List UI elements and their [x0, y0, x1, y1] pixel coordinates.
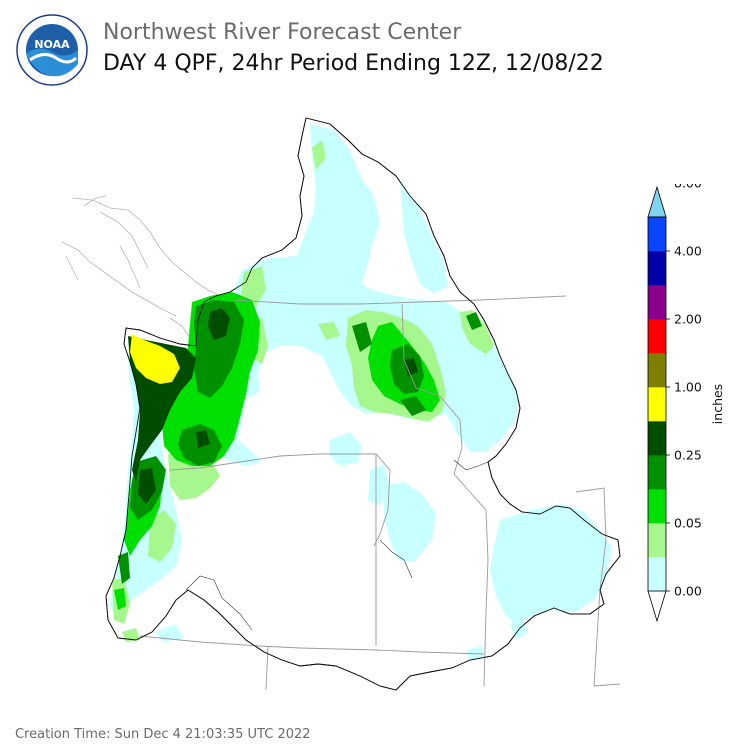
bc-coastline — [61, 195, 235, 349]
legend-swatch — [648, 319, 666, 354]
legend-swatch — [648, 523, 666, 558]
legend-colorbar: 0.00 0.05 0.25 1.00 2.00 4.00 8.00 inches — [647, 184, 725, 623]
legend-tick-label: 2.00 — [674, 312, 702, 327]
precip-1.00 — [130, 334, 180, 384]
legend-swatch — [648, 353, 666, 388]
legend-unit-label: inches — [710, 384, 725, 424]
legend-swatch-under — [647, 590, 667, 623]
legend-swatch — [648, 285, 666, 320]
legend-swatch — [648, 251, 666, 286]
legend-swatch-over — [647, 185, 667, 218]
noaa-logo: NOAA — [16, 14, 88, 86]
org-title: Northwest River Forecast Center — [103, 20, 462, 45]
legend-tick-label: 0.25 — [674, 448, 702, 463]
legend-tick-label: 1.00 — [674, 380, 702, 395]
legend-swatch — [648, 489, 666, 524]
noaa-logo-text: NOAA — [34, 38, 70, 51]
product-title: DAY 4 QPF, 24hr Period Ending 12Z, 12/08… — [103, 51, 604, 76]
legend-ticks: 0.00 0.05 0.25 1.00 2.00 4.00 8.00 — [666, 184, 702, 599]
legend-tick-label: 4.00 — [674, 244, 702, 259]
legend-frame — [647, 216, 667, 592]
legend-swatch — [648, 387, 666, 422]
creation-time: Creation Time: Sun Dec 4 21:03:35 UTC 20… — [15, 727, 311, 742]
legend-tick-label: 0.05 — [674, 516, 702, 531]
basin-border — [105, 117, 621, 691]
subbasin-lines — [185, 459, 489, 631]
legend-swatch — [648, 421, 666, 456]
legend-swatch — [648, 557, 666, 592]
legend-swatches — [647, 185, 667, 623]
legend-swatch — [648, 455, 666, 490]
legend-tick-label: 0.00 — [674, 584, 702, 599]
legend-tick-label: 8.00 — [674, 184, 702, 191]
legend-swatch — [648, 217, 666, 252]
